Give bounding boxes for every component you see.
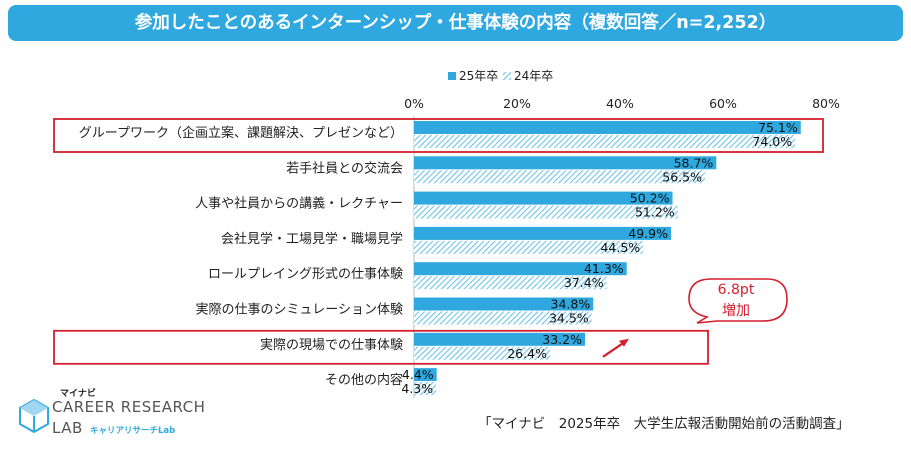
x-tick-label: 80% xyxy=(812,96,840,111)
category-label: その他の内容 xyxy=(325,372,403,388)
increase-arrow xyxy=(602,340,626,358)
bar-25 xyxy=(414,332,585,346)
bar-24 xyxy=(414,170,705,184)
bar-25 xyxy=(414,368,437,382)
category-label: 人事や社員からの講義・レクチャー xyxy=(195,196,403,212)
bar-25 xyxy=(414,226,671,240)
value-label-24: 51.2% xyxy=(635,205,675,220)
bar-25 xyxy=(414,191,673,205)
x-tick-label: 60% xyxy=(709,96,737,111)
legend-label-25: 25年卒 xyxy=(459,69,498,83)
value-label-25: 41.3% xyxy=(584,261,624,276)
value-label-24: 4.3% xyxy=(401,381,433,396)
value-label-25: 4.4% xyxy=(402,367,434,382)
highlight-box xyxy=(53,329,709,365)
value-label-24: 56.5% xyxy=(662,169,702,184)
category-label: ロールプレイング形式の仕事体験 xyxy=(208,267,403,282)
bar-24 xyxy=(414,276,607,290)
bar-25 xyxy=(414,156,717,170)
value-label-25: 33.2% xyxy=(542,332,582,347)
logo-name-line1: CAREER RESEARCH xyxy=(52,398,206,416)
bar-25 xyxy=(414,121,801,134)
bar-25 xyxy=(414,297,594,311)
legend-label-24: 24年卒 xyxy=(514,69,553,83)
chart-title: 参加したことのあるインターンシップ・仕事体験の内容（複数回答／n=2,252） xyxy=(8,5,903,41)
highlight-box xyxy=(53,118,824,153)
logo-subtitle: キャリアリサーチLab xyxy=(90,426,176,436)
value-label-24: 44.5% xyxy=(600,240,640,255)
category-label: 若手社員との交流会 xyxy=(286,160,403,176)
cube-logo-icon xyxy=(19,398,49,434)
callout-bubble xyxy=(688,278,788,324)
value-label-24: 26.4% xyxy=(507,346,547,361)
value-label-25: 50.2% xyxy=(630,191,670,206)
category-label: 会社見学・工場見学・職場見学 xyxy=(221,231,403,247)
value-label-25: 34.8% xyxy=(551,297,591,312)
increase-arrowhead xyxy=(618,338,629,347)
category-label: グループワーク（企画立案、課題解決、プレゼンなど） xyxy=(79,125,403,141)
callout-value: 6.8pt xyxy=(717,282,755,298)
bar-24 xyxy=(414,346,550,360)
x-tick-label: 40% xyxy=(606,96,634,111)
bar-24 xyxy=(414,382,437,396)
logo-name-line2: LAB xyxy=(52,419,83,437)
bar-24 xyxy=(414,311,592,325)
value-label-24: 74.0% xyxy=(752,134,792,149)
bar-24 xyxy=(414,240,644,254)
increase-callout: 6.8pt 増加 xyxy=(683,277,789,325)
source-note: 「マイナビ 2025年卒 大学生広報活動開始前の活動調査」 xyxy=(478,416,850,432)
value-label-25: 49.9% xyxy=(628,226,668,241)
bar-25 xyxy=(414,262,627,276)
value-label-25: 75.1% xyxy=(758,120,798,135)
legend-swatch-25 xyxy=(448,72,456,80)
value-label-25: 58.7% xyxy=(674,155,714,170)
x-tick-label: 20% xyxy=(503,96,531,111)
callout-label: 増加 xyxy=(722,303,750,319)
value-label-24: 34.5% xyxy=(549,311,589,326)
value-label-24: 37.4% xyxy=(564,275,604,290)
bar-24 xyxy=(414,205,678,219)
category-label: 実際の仕事のシミュレーション体験 xyxy=(196,302,403,318)
category-label: 実際の現場での仕事体験 xyxy=(260,337,403,353)
legend-swatch-24 xyxy=(503,72,511,80)
career-research-lab-logo: マイナビ CAREER RESEARCH LAB キャリアリサーチLab xyxy=(18,386,218,452)
logo-brand: マイナビ xyxy=(60,389,96,399)
x-tick-label: 0% xyxy=(404,96,424,111)
bar-24 xyxy=(414,135,796,148)
